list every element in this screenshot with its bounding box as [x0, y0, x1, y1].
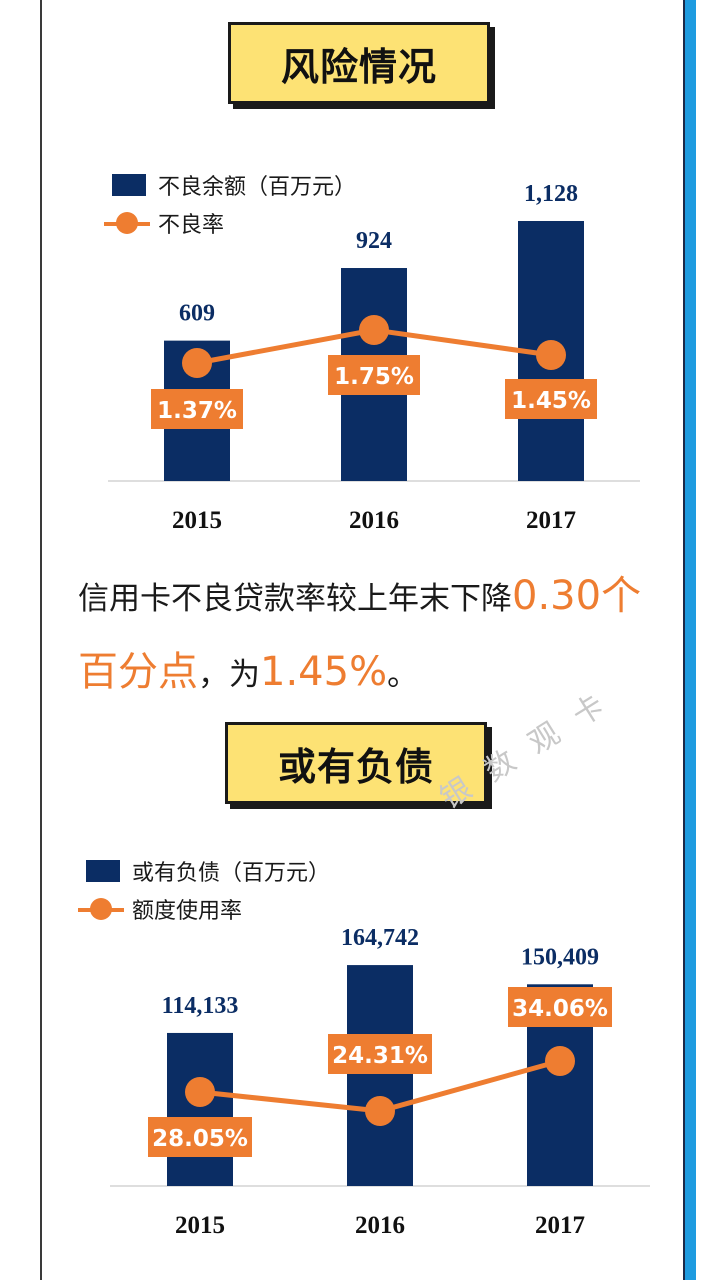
x-tick-label-2017: 2017 — [526, 507, 576, 534]
right-accent-border — [683, 0, 696, 1280]
rate-label-2016: 24.31% — [332, 1043, 428, 1069]
desc-highlight-2: 1.45% — [260, 649, 388, 695]
rate-point-2015 — [182, 348, 212, 378]
rate-label-box-2017 — [508, 987, 612, 1027]
desc-highlight-1: 0.30个百分点 — [78, 573, 642, 695]
rate-point-2016 — [359, 315, 389, 345]
bar-value-label-2016: 164,742 — [341, 925, 419, 951]
legend-bar-label: 或有负债（百万元） — [132, 861, 331, 886]
desc-part3: 。 — [387, 657, 419, 693]
rate-label-box-2016 — [328, 1034, 432, 1074]
legend-line-label: 不良率 — [158, 213, 225, 238]
legend-line-label: 额度使用率 — [132, 899, 243, 924]
legend-item-line: 不良率 — [104, 204, 356, 242]
legend-line-swatch — [78, 898, 124, 920]
legend-bar-label: 不良余额（百万元） — [158, 175, 357, 200]
x-tick-label-2017: 2017 — [535, 1212, 585, 1239]
desc-part2: ，为 — [198, 657, 260, 693]
x-tick-label-2016: 2016 — [355, 1212, 405, 1239]
left-border — [40, 0, 42, 1280]
description-text: 信用卡不良贷款率较上年末下降0.30个百分点，为1.45%。 — [78, 560, 678, 712]
chart-contingent-liabilities: 114,133 2015 164,742 2016 150,409 2017 28.05% 2… — [110, 925, 650, 1239]
legend-bar-swatch — [86, 860, 120, 882]
rate-label-2017: 1.45% — [511, 388, 591, 414]
bar-value-label-2016: 924 — [356, 228, 392, 254]
legend-item-bar: 不良余额（百万元） — [112, 166, 356, 204]
bar-2016 — [347, 965, 413, 1186]
bar-value-label-2017: 1,128 — [524, 181, 578, 207]
chart1-legend: 不良余额（百万元） 不良率 — [104, 166, 356, 242]
rate-label-box-2015 — [151, 389, 243, 429]
section-title-contingent: 或有负债 — [225, 722, 487, 804]
rate-label-2015: 28.05% — [152, 1126, 248, 1152]
rate-label-2016: 1.75% — [334, 364, 414, 390]
rate-label-box-2015 — [148, 1117, 252, 1157]
rate-point-2017 — [545, 1046, 575, 1076]
chart2-legend: 或有负债（百万元） 额度使用率 — [78, 852, 330, 928]
legend-item-line: 额度使用率 — [78, 890, 330, 928]
rate-label-2015: 1.37% — [157, 398, 237, 424]
chart-nonperforming: 609 2015 924 2016 1,128 2017 1.37% 1.75% 1.45% — [108, 181, 640, 534]
section-title-risk: 风险情况 — [228, 22, 490, 104]
rate-point-2016 — [365, 1096, 395, 1126]
rate-label-2017: 34.06% — [512, 996, 608, 1022]
legend-bar-swatch — [112, 174, 146, 196]
rate-label-box-2017 — [505, 379, 597, 419]
rate-label-box-2016 — [328, 355, 420, 395]
bar-value-label-2015: 114,133 — [162, 993, 239, 1019]
desc-part1: 信用卡不良贷款率较上年末下降 — [78, 581, 512, 617]
rate-point-2017 — [536, 340, 566, 370]
x-tick-label-2015: 2015 — [175, 1212, 225, 1239]
bar-2015 — [167, 1032, 233, 1186]
legend-item-bar: 或有负债（百万元） — [86, 852, 330, 890]
bar-value-label-2017: 150,409 — [521, 944, 599, 970]
bar-value-label-2015: 609 — [179, 301, 215, 327]
x-tick-label-2015: 2015 — [172, 507, 222, 534]
rate-point-2015 — [185, 1077, 215, 1107]
legend-line-swatch — [104, 212, 150, 234]
x-tick-label-2016: 2016 — [349, 507, 399, 534]
